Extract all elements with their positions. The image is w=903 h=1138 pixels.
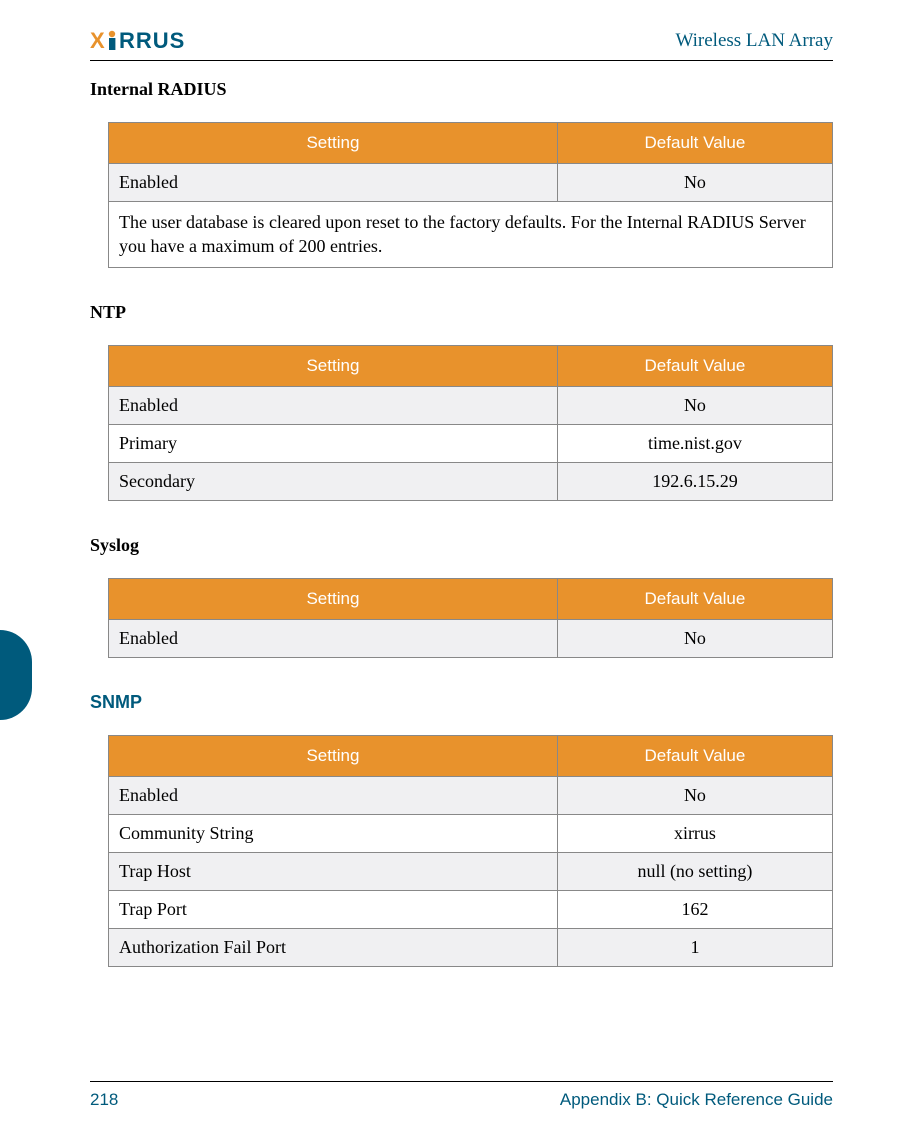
cell-setting: Trap Host	[109, 852, 558, 890]
cell-value: No	[557, 776, 832, 814]
col-setting: Setting	[109, 123, 558, 164]
section-title-internal-radius: Internal RADIUS	[90, 79, 833, 100]
page-header: X RRUS Wireless LAN Array	[90, 28, 833, 61]
table-note-row: The user database is cleared upon reset …	[109, 202, 833, 268]
document-title: Wireless LAN Array	[675, 30, 833, 52]
svg-text:X: X	[90, 28, 105, 53]
cell-value: No	[557, 164, 832, 202]
svg-text:RRUS: RRUS	[119, 28, 185, 53]
cell-setting: Trap Port	[109, 890, 558, 928]
col-default-value: Default Value	[557, 123, 832, 164]
cell-value: 162	[557, 890, 832, 928]
table-row: Trap Host null (no setting)	[109, 852, 833, 890]
table-header-row: Setting Default Value	[109, 578, 833, 619]
cell-setting: Enabled	[109, 776, 558, 814]
cell-setting: Primary	[109, 424, 558, 462]
cell-setting: Secondary	[109, 462, 558, 500]
cell-setting: Community String	[109, 814, 558, 852]
page-number: 218	[90, 1090, 118, 1110]
table-row: Enabled No	[109, 386, 833, 424]
cell-setting: Authorization Fail Port	[109, 928, 558, 966]
table-snmp: Setting Default Value Enabled No Communi…	[108, 735, 833, 967]
cell-value: xirrus	[557, 814, 832, 852]
section-title-ntp: NTP	[90, 302, 833, 323]
table-header-row: Setting Default Value	[109, 735, 833, 776]
table-row: Enabled No	[109, 164, 833, 202]
cell-value: 1	[557, 928, 832, 966]
col-default-value: Default Value	[557, 735, 832, 776]
table-row: Enabled No	[109, 776, 833, 814]
cell-value: No	[557, 619, 832, 657]
table-row: Primary time.nist.gov	[109, 424, 833, 462]
page-content: X RRUS Wireless LAN Array Internal RADIU…	[0, 0, 903, 1138]
appendix-label: Appendix B: Quick Reference Guide	[560, 1090, 833, 1110]
cell-note: The user database is cleared upon reset …	[109, 202, 833, 268]
cell-value: 192.6.15.29	[557, 462, 832, 500]
table-row: Community String xirrus	[109, 814, 833, 852]
xirrus-logo: X RRUS	[90, 28, 240, 54]
table-row: Secondary 192.6.15.29	[109, 462, 833, 500]
cell-setting: Enabled	[109, 164, 558, 202]
col-setting: Setting	[109, 345, 558, 386]
table-row: Enabled No	[109, 619, 833, 657]
table-internal-radius: Setting Default Value Enabled No The use…	[108, 122, 833, 268]
cell-setting: Enabled	[109, 386, 558, 424]
table-header-row: Setting Default Value	[109, 345, 833, 386]
table-ntp: Setting Default Value Enabled No Primary…	[108, 345, 833, 501]
cell-setting: Enabled	[109, 619, 558, 657]
cell-value: No	[557, 386, 832, 424]
table-row: Authorization Fail Port 1	[109, 928, 833, 966]
section-title-snmp: SNMP	[90, 692, 833, 713]
page-footer: 218 Appendix B: Quick Reference Guide	[90, 1081, 833, 1110]
col-default-value: Default Value	[557, 345, 832, 386]
table-header-row: Setting Default Value	[109, 123, 833, 164]
cell-value: time.nist.gov	[557, 424, 832, 462]
col-setting: Setting	[109, 735, 558, 776]
cell-value: null (no setting)	[557, 852, 832, 890]
col-default-value: Default Value	[557, 578, 832, 619]
table-row: Trap Port 162	[109, 890, 833, 928]
table-syslog: Setting Default Value Enabled No	[108, 578, 833, 658]
section-title-syslog: Syslog	[90, 535, 833, 556]
col-setting: Setting	[109, 578, 558, 619]
